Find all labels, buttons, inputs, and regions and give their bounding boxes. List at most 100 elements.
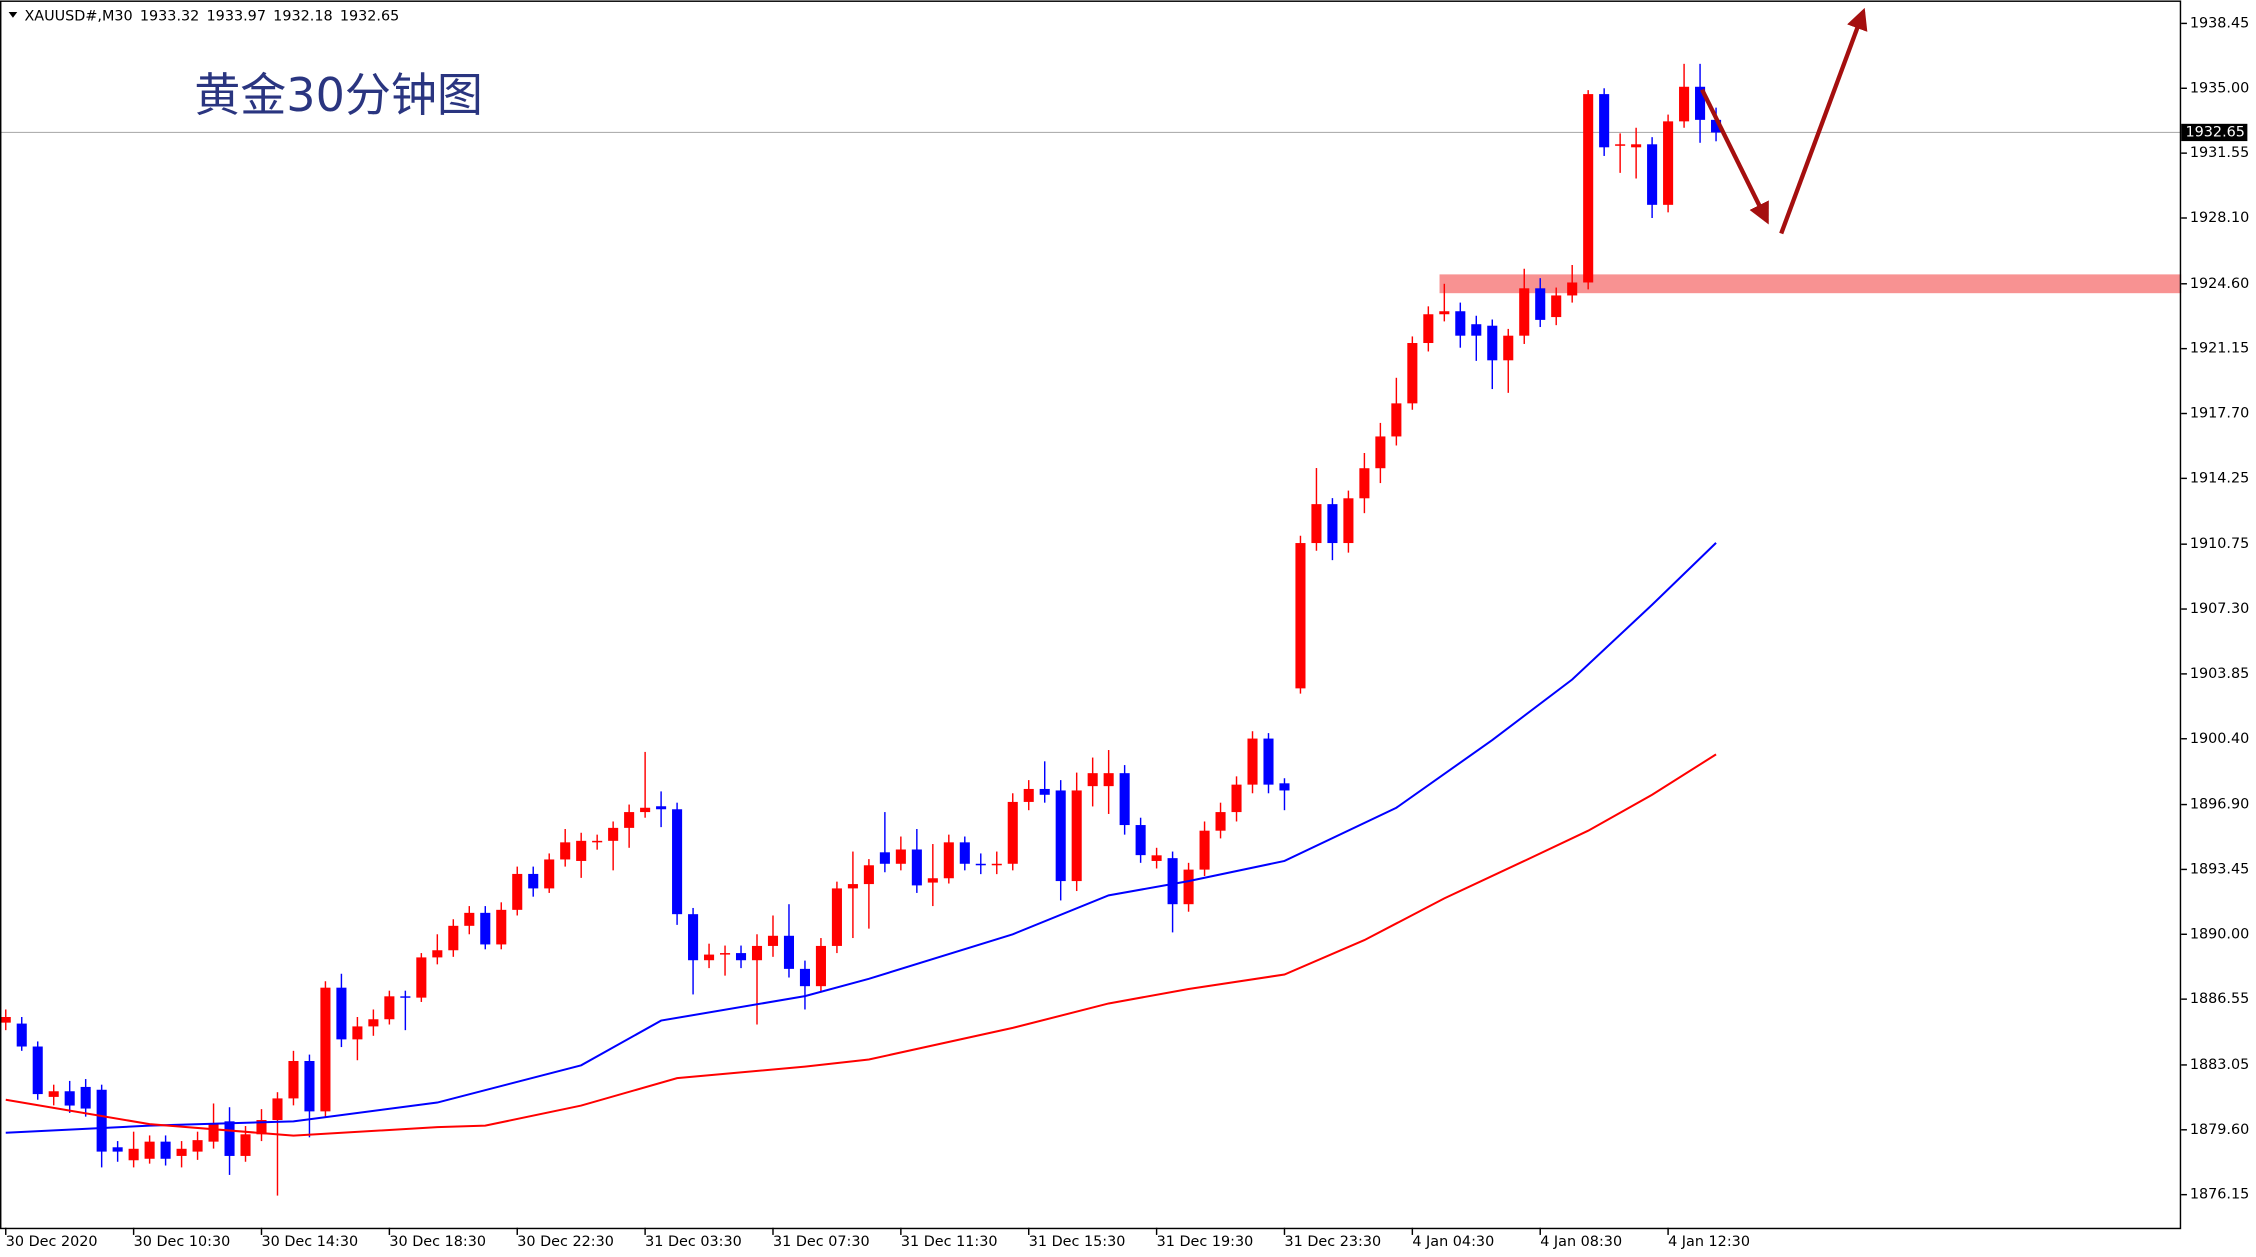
x-tick-label: 31 Dec 07:30 xyxy=(773,1234,870,1250)
y-tick-label: 1879.60 xyxy=(2190,1122,2249,1138)
y-tick-label: 1890.00 xyxy=(2190,926,2249,942)
candle-body xyxy=(863,865,874,885)
candle-body xyxy=(640,807,651,813)
candle-body xyxy=(384,996,395,1020)
candle-body xyxy=(1679,86,1690,122)
y-tick-label: 1935.00 xyxy=(2190,80,2249,96)
candle-body xyxy=(1407,343,1418,404)
plot-area xyxy=(0,63,2182,1196)
candle-body xyxy=(368,1019,379,1027)
candle-body xyxy=(304,1060,315,1112)
x-tick-label: 31 Dec 19:30 xyxy=(1157,1234,1254,1250)
candle-body xyxy=(1423,314,1434,344)
candle-body xyxy=(1119,773,1130,826)
candle-body xyxy=(751,945,763,961)
candle-body xyxy=(1343,498,1354,544)
candle-body xyxy=(991,863,1002,866)
candle-body xyxy=(799,968,810,987)
candle-body xyxy=(1183,869,1194,905)
candle-body xyxy=(1279,783,1290,791)
candle-body xyxy=(895,849,906,864)
candle-body xyxy=(1503,335,1514,361)
candle-body xyxy=(735,953,747,961)
candle-body xyxy=(592,840,603,843)
candle-body xyxy=(1071,790,1082,882)
candle-body xyxy=(80,1086,91,1109)
moving-average xyxy=(5,542,1717,1134)
candle-body xyxy=(783,935,795,969)
candle-body xyxy=(608,827,619,841)
candle-body xyxy=(1663,121,1674,205)
x-tick-label: 4 Jan 08:30 xyxy=(1540,1234,1622,1250)
candle-body xyxy=(1375,436,1386,469)
x-tick-label: 31 Dec 15:30 xyxy=(1029,1234,1126,1250)
x-tick-label: 30 Dec 18:30 xyxy=(389,1234,486,1250)
candle-body xyxy=(1231,784,1242,813)
candle-body xyxy=(480,912,491,945)
candle-body xyxy=(1295,543,1306,689)
candle-body xyxy=(464,912,475,926)
candle-body xyxy=(528,873,539,889)
candle-body xyxy=(927,878,938,883)
candle-body xyxy=(1199,830,1210,870)
candle-body xyxy=(448,925,459,951)
candle-body xyxy=(1055,790,1066,882)
x-tick-label: 30 Dec 22:30 xyxy=(517,1234,614,1250)
candle-body xyxy=(1215,812,1226,831)
candle-body xyxy=(1311,504,1322,544)
moving-average xyxy=(5,753,1717,1137)
candle-body xyxy=(1167,858,1178,905)
candle-body xyxy=(112,1147,123,1152)
candle-body xyxy=(48,1091,59,1097)
y-tick-label: 1938.45 xyxy=(2190,15,2249,31)
candle-body xyxy=(16,1023,27,1047)
candle-body xyxy=(1487,325,1498,361)
candle-body xyxy=(1263,738,1274,785)
candle-body xyxy=(1599,94,1610,148)
x-tick-label: 31 Dec 23:30 xyxy=(1284,1234,1381,1250)
candle-body xyxy=(496,909,507,945)
header-close: 1932.65 xyxy=(340,8,399,24)
candle-body xyxy=(1103,773,1114,787)
candle-body xyxy=(1135,825,1146,856)
candle-body xyxy=(720,953,731,955)
candle-body xyxy=(831,888,842,946)
x-tick-label: 4 Jan 12:30 xyxy=(1668,1234,1750,1250)
y-tick-label: 1893.45 xyxy=(2190,861,2249,877)
candle-body xyxy=(96,1089,107,1152)
y-tick-label: 1910.75 xyxy=(2190,536,2249,552)
candle-body xyxy=(959,842,970,864)
candle-body xyxy=(975,863,986,866)
candle-body xyxy=(1711,119,1722,133)
candle-body xyxy=(128,1148,139,1161)
candle-body xyxy=(288,1060,299,1099)
candle-body xyxy=(1695,86,1706,120)
menu-triangle[interactable] xyxy=(8,11,18,18)
candle-body xyxy=(1535,288,1546,320)
candle-body xyxy=(1583,94,1594,283)
candle-body xyxy=(32,1046,43,1095)
candle-body xyxy=(1327,504,1338,544)
x-tick-label: 30 Dec 10:30 xyxy=(134,1234,231,1250)
candle-body xyxy=(879,852,890,864)
candle-body xyxy=(1567,282,1578,296)
candle-body xyxy=(1023,788,1034,802)
candle-body xyxy=(1471,324,1482,336)
candle-body xyxy=(943,842,954,879)
x-tick-label: 4 Jan 04:30 xyxy=(1412,1234,1494,1250)
y-tick-label: 1931.55 xyxy=(2190,145,2249,161)
y-tick-label: 1896.90 xyxy=(2190,797,2249,813)
candle-body xyxy=(240,1134,251,1156)
candle-body xyxy=(624,812,635,828)
candle-body xyxy=(400,996,411,998)
candle-body xyxy=(160,1141,171,1159)
candle-body xyxy=(208,1124,219,1142)
candle-body xyxy=(1455,311,1466,336)
candle-body xyxy=(320,987,331,1112)
candle-body xyxy=(1615,144,1626,146)
candle-body xyxy=(560,842,571,860)
candle-body xyxy=(176,1148,187,1156)
candle-body xyxy=(767,935,779,946)
down-arrow xyxy=(1700,88,1769,225)
